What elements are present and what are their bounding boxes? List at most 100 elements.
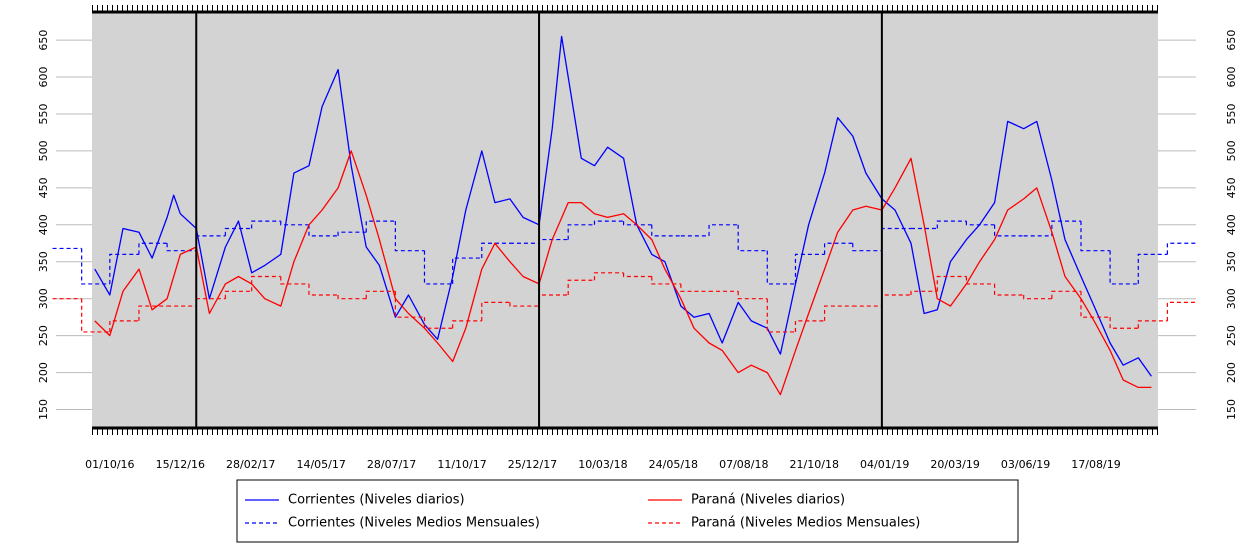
x-tick-label: 25/12/17 bbox=[508, 458, 557, 471]
x-tick-label: 10/03/18 bbox=[578, 458, 627, 471]
legend-label: Paraná (Niveles diarios) bbox=[691, 493, 845, 508]
monthly-step bbox=[365, 290, 396, 299]
monthly-step bbox=[766, 250, 796, 285]
monthly-step bbox=[138, 305, 168, 321]
x-tick-label: 15/12/16 bbox=[156, 458, 205, 471]
x-tick-label: 03/06/19 bbox=[1001, 458, 1050, 471]
daily-line bbox=[94, 35, 1152, 377]
y-tick-label: 350 bbox=[37, 251, 50, 272]
monthly-step bbox=[251, 220, 281, 229]
monthly-step bbox=[224, 290, 252, 299]
monthly-step bbox=[138, 242, 168, 255]
monthly-step bbox=[1166, 242, 1197, 255]
plot-area bbox=[92, 12, 1158, 428]
y-tick-label-right: 350 bbox=[1225, 251, 1238, 272]
monthly-step bbox=[708, 224, 739, 236]
monthly-step bbox=[993, 283, 1024, 296]
y-tick-label: 150 bbox=[37, 399, 50, 420]
monthly-step bbox=[936, 220, 967, 229]
monthly-step bbox=[1137, 253, 1168, 284]
monthly-step bbox=[737, 224, 768, 252]
monthly-step bbox=[593, 272, 624, 281]
monthly-step bbox=[394, 291, 425, 318]
y-tick-label: 450 bbox=[37, 177, 50, 198]
x-tick-label: 01/10/16 bbox=[85, 458, 134, 471]
monthly-step bbox=[737, 291, 768, 300]
monthly-step bbox=[481, 242, 510, 259]
monthly-step bbox=[337, 294, 367, 300]
monthly-step bbox=[81, 298, 110, 333]
monthly-step bbox=[1080, 291, 1111, 318]
monthly-step bbox=[337, 231, 367, 236]
x-tick-label: 17/08/19 bbox=[1071, 458, 1120, 471]
monthly-step bbox=[452, 320, 482, 329]
monthly-step bbox=[1080, 221, 1111, 252]
y-tick-label-right: 600 bbox=[1225, 67, 1238, 88]
monthly-step bbox=[593, 220, 624, 225]
monthly-step bbox=[567, 279, 595, 295]
y-tick-label-right: 300 bbox=[1225, 288, 1238, 309]
monthly-step bbox=[651, 224, 681, 237]
y-tick-label-right: 450 bbox=[1225, 177, 1238, 198]
monthly-step bbox=[910, 290, 938, 295]
monthly-step bbox=[651, 276, 681, 285]
y-tick-label-right: 250 bbox=[1225, 325, 1238, 346]
x-tick-label: 11/10/17 bbox=[437, 458, 486, 471]
monthly-step bbox=[251, 275, 281, 292]
monthly-step bbox=[1023, 294, 1052, 300]
y-tick-label-right: 200 bbox=[1225, 362, 1238, 383]
monthly-step bbox=[965, 276, 995, 285]
monthly-step bbox=[823, 305, 853, 321]
monthly-step bbox=[224, 227, 252, 236]
monthly-step bbox=[308, 224, 339, 237]
y-tick-label: 400 bbox=[37, 214, 50, 235]
monthly-step bbox=[794, 253, 825, 284]
monthly-step bbox=[509, 302, 540, 307]
monthly-step bbox=[965, 221, 995, 226]
monthly-step bbox=[936, 275, 967, 292]
monthly-step bbox=[680, 283, 710, 292]
y-tick-label: 250 bbox=[37, 325, 50, 346]
y-tick-label-right: 500 bbox=[1225, 140, 1238, 161]
y-tick-label-right: 400 bbox=[1225, 214, 1238, 235]
y-tick-label: 500 bbox=[37, 140, 50, 161]
monthly-step bbox=[423, 250, 453, 285]
legend-label: Paraná (Niveles Medios Mensuales) bbox=[691, 516, 920, 531]
monthly-step bbox=[452, 257, 482, 284]
monthly-step bbox=[109, 253, 139, 284]
y-tick-label: 600 bbox=[37, 67, 50, 88]
y-tick-label-right: 650 bbox=[1225, 30, 1238, 51]
monthly-step bbox=[394, 221, 425, 252]
y-tick-label: 550 bbox=[37, 103, 50, 124]
monthly-step bbox=[1109, 317, 1139, 329]
y-tick-label-right: 550 bbox=[1225, 103, 1238, 124]
legend-label: Corrientes (Niveles Medios Mensuales) bbox=[288, 516, 540, 531]
legend-box bbox=[236, 479, 1019, 543]
y-tick-label: 650 bbox=[37, 30, 50, 51]
monthly-step bbox=[766, 298, 796, 333]
monthly-step bbox=[365, 220, 396, 233]
legend: Corrientes (Niveles diarios) Corrientes (… bbox=[236, 479, 1019, 543]
x-tick-label: 24/05/18 bbox=[649, 458, 698, 471]
monthly-step bbox=[622, 221, 652, 226]
legend-label: Corrientes (Niveles diarios) bbox=[288, 493, 465, 508]
monthly-step bbox=[81, 248, 110, 285]
x-tick-label: 14/05/17 bbox=[296, 458, 345, 471]
monthly-step bbox=[1109, 250, 1139, 285]
monthly-step bbox=[423, 317, 453, 329]
daily-line bbox=[94, 150, 1152, 396]
monthly-step bbox=[823, 242, 853, 255]
monthly-step bbox=[794, 320, 825, 332]
monthly-step bbox=[481, 301, 510, 321]
x-tick-label: 04/01/19 bbox=[860, 458, 909, 471]
monthly-step bbox=[308, 283, 339, 296]
monthly-step bbox=[622, 272, 652, 278]
monthly-step bbox=[280, 276, 309, 285]
monthly-step bbox=[109, 320, 139, 332]
x-tick-label: 20/03/19 bbox=[930, 458, 979, 471]
monthly-step bbox=[280, 221, 309, 226]
x-tick-label: 07/08/18 bbox=[719, 458, 768, 471]
monthly-step bbox=[1051, 290, 1081, 299]
monthly-step bbox=[993, 224, 1024, 237]
